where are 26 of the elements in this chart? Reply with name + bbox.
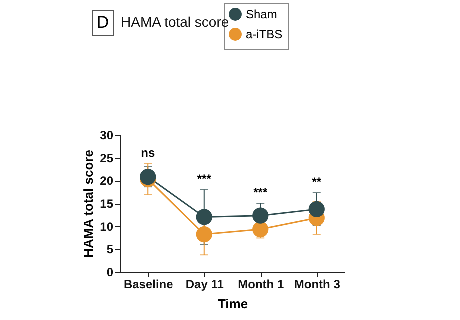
annotation: ns (141, 146, 156, 160)
x-tick-label: Month 1 (238, 278, 284, 292)
x-tick-label: Month 3 (294, 278, 341, 292)
point (196, 209, 212, 226)
y-tick-label: 30 (100, 128, 114, 142)
y-tick-label: 25 (100, 151, 114, 166)
point (252, 208, 269, 224)
y-tick-label: 15 (100, 197, 114, 211)
annotation: ** (312, 174, 322, 189)
legend-label: Sham (246, 8, 278, 22)
text: D (92, 10, 114, 36)
x-axis-title: Time (218, 296, 248, 312)
y-tick-label: 10 (100, 220, 114, 234)
x-tick-label: Day 11 (186, 278, 224, 292)
y-tick-label: 20 (100, 174, 114, 188)
annotation: *** (254, 186, 268, 200)
y-axis-title: HAMA total score (81, 150, 96, 258)
chart-title: HAMA total score (121, 14, 230, 30)
point (308, 201, 325, 218)
point (252, 221, 269, 238)
y-tick-label: 5 (106, 242, 114, 257)
point (196, 226, 212, 243)
annotation: *** (197, 172, 212, 186)
x-tick-label: Baseline (124, 278, 174, 292)
legend-label: a-iTBS (246, 28, 283, 42)
y-tick-label: 0 (106, 266, 114, 280)
